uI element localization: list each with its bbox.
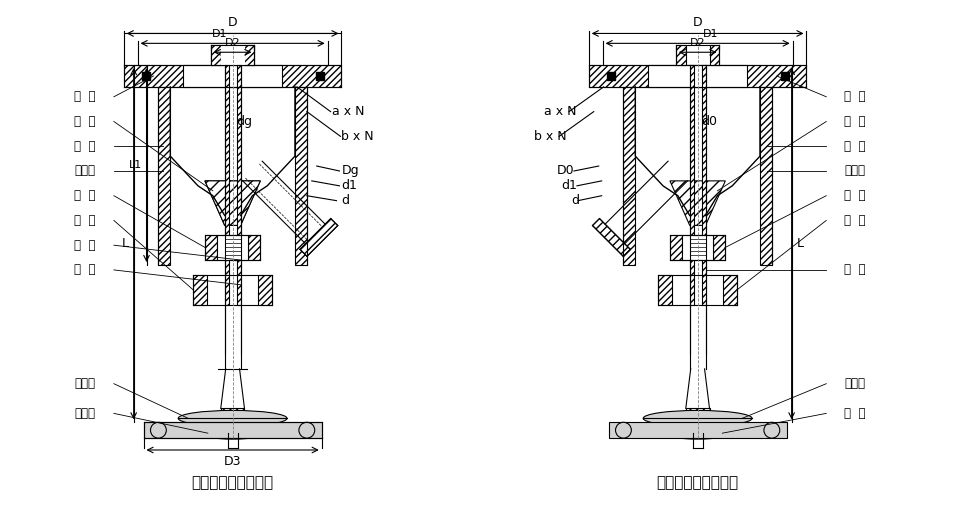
Bar (685, 408, 709, 418)
Bar (244, 45, 254, 65)
Text: 大手轮: 大手轮 (844, 377, 865, 390)
Text: 阀  芯: 阀 芯 (843, 115, 865, 128)
Text: 螺  杆: 螺 杆 (843, 264, 865, 277)
Bar (722, 275, 737, 304)
Text: 孔  板: 孔 板 (74, 90, 95, 103)
Bar (681, 235, 712, 260)
Text: D0: D0 (556, 164, 574, 177)
Bar (193, 275, 207, 304)
Text: 丝  杆: 丝 杆 (74, 239, 95, 251)
Bar (183, 65, 282, 87)
Bar (606, 72, 614, 80)
Bar (124, 65, 341, 87)
Text: 压  盖: 压 盖 (74, 189, 95, 202)
Text: 密封圈: 密封圈 (844, 164, 865, 177)
Text: 支  架: 支 架 (74, 214, 95, 227)
Bar (658, 275, 671, 304)
Text: L: L (796, 237, 802, 250)
Text: 阀  体: 阀 体 (843, 140, 865, 153)
Text: a x N: a x N (544, 105, 577, 118)
Bar (294, 87, 307, 265)
Ellipse shape (662, 427, 732, 439)
Bar (211, 45, 254, 65)
Text: D: D (228, 16, 237, 28)
Bar (143, 422, 321, 438)
Bar (780, 72, 788, 80)
Circle shape (298, 422, 314, 438)
Bar (248, 235, 259, 260)
Text: 支  架: 支 架 (843, 214, 865, 227)
Text: d: d (341, 194, 349, 207)
Bar (709, 45, 719, 65)
Text: d1: d1 (341, 180, 357, 192)
Text: D: D (692, 16, 701, 28)
Bar (211, 45, 220, 65)
Bar (258, 275, 272, 304)
Bar (225, 65, 229, 304)
Bar (205, 235, 217, 260)
Text: 密封圈: 密封圈 (74, 164, 95, 177)
Text: 上展示放料阀结构图: 上展示放料阀结构图 (192, 475, 274, 490)
Text: 孔  板: 孔 板 (843, 90, 865, 103)
Text: 阀  杆: 阀 杆 (74, 264, 95, 277)
Text: 压  盖: 压 盖 (843, 189, 865, 202)
Circle shape (615, 422, 631, 438)
Text: 阀  芯: 阀 芯 (74, 115, 95, 128)
Text: D2: D2 (689, 38, 704, 48)
Bar (220, 45, 244, 65)
Polygon shape (669, 181, 724, 225)
Bar (220, 408, 244, 418)
Text: D3: D3 (224, 455, 241, 468)
Bar (647, 65, 746, 87)
Circle shape (763, 422, 779, 438)
Circle shape (151, 422, 166, 438)
Text: b x N: b x N (341, 130, 374, 143)
Text: L1: L1 (130, 160, 142, 170)
Text: D2: D2 (225, 38, 240, 48)
Text: 阀  体: 阀 体 (74, 140, 95, 153)
Ellipse shape (178, 411, 287, 426)
Bar (608, 422, 786, 438)
Bar (622, 87, 635, 265)
Text: Dg: Dg (341, 164, 358, 177)
Text: d: d (570, 194, 578, 207)
Polygon shape (205, 181, 260, 225)
Bar (689, 65, 693, 304)
Text: b x N: b x N (534, 130, 566, 143)
Polygon shape (299, 218, 337, 256)
Polygon shape (205, 181, 260, 225)
Bar (675, 45, 685, 65)
Ellipse shape (642, 411, 751, 426)
Text: 大手轮: 大手轮 (74, 377, 95, 390)
Polygon shape (592, 218, 630, 256)
Bar (760, 87, 771, 265)
Bar (236, 65, 240, 304)
Ellipse shape (198, 427, 267, 439)
Bar (670, 235, 681, 260)
Text: 丝  杆: 丝 杆 (843, 407, 865, 420)
Bar (158, 87, 170, 265)
Text: 小手轮: 小手轮 (74, 407, 95, 420)
Text: d1: d1 (560, 180, 577, 192)
Text: dg: dg (236, 115, 253, 128)
Bar (700, 65, 705, 304)
Bar (315, 72, 323, 80)
Text: 下展示放料阀结构图: 下展示放料阀结构图 (656, 475, 738, 490)
Text: a x N: a x N (332, 105, 364, 118)
Bar (712, 235, 724, 260)
Text: D1: D1 (701, 29, 718, 39)
Bar (141, 72, 150, 80)
Text: d0: d0 (700, 115, 717, 128)
Text: D1: D1 (212, 29, 228, 39)
Text: L: L (122, 237, 129, 250)
Bar (217, 235, 248, 260)
Bar (588, 65, 805, 87)
